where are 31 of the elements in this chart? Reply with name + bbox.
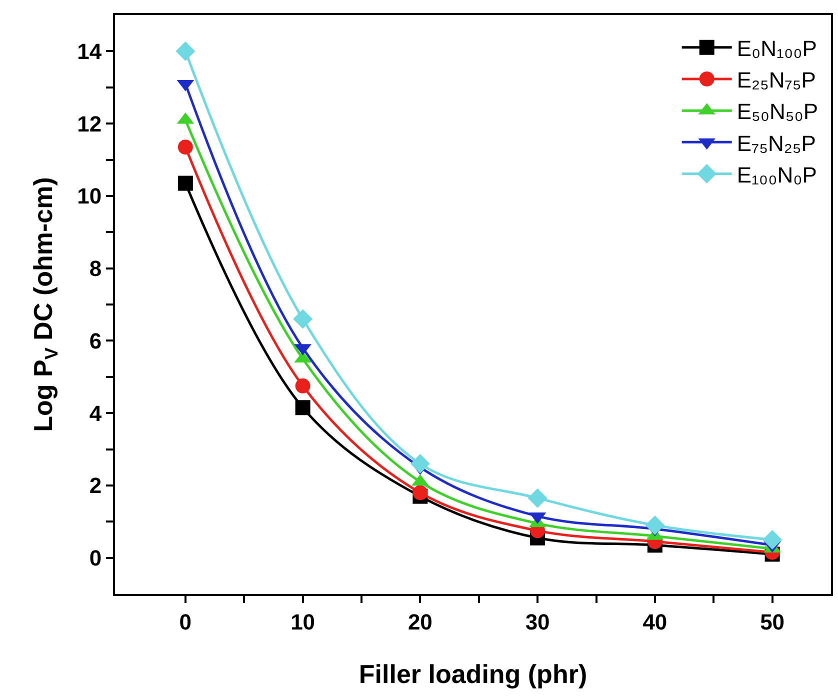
point: [295, 400, 310, 416]
point: [178, 176, 193, 191]
point: [410, 454, 430, 474]
x-tick-label: 10: [290, 609, 316, 634]
x-axis-title: Filler loading (phr): [358, 659, 588, 689]
legend-label: E₂₅N₇₅P: [736, 68, 816, 93]
y-tick-label: 0: [89, 546, 102, 571]
legend-label: E₇₅N₂₅P: [736, 130, 816, 156]
x-tick-label: 40: [642, 609, 668, 634]
legend-label: E₀N₁₀₀P: [736, 36, 817, 61]
y-tick-label: 14: [77, 38, 102, 64]
y-tick-label: 10: [77, 184, 102, 209]
x-tick-label: 20: [408, 609, 432, 634]
y-tick-label: 6: [89, 328, 102, 354]
point: [176, 41, 196, 61]
point: [178, 140, 193, 155]
x-tick-label: 0: [179, 609, 192, 634]
y-tick-label: 2: [89, 473, 102, 498]
point: [762, 530, 782, 550]
x-tick-label: 30: [525, 609, 550, 634]
point: [645, 515, 665, 535]
y-tick-label: 12: [77, 111, 102, 136]
point: [412, 485, 428, 500]
legend-label: E₅₀N₅₀P: [736, 99, 818, 124]
x-tick-label: 50: [760, 609, 785, 634]
legend-label: E₁₀₀N₀P: [736, 162, 817, 188]
y-tick-label: 4: [89, 400, 102, 426]
point: [528, 488, 548, 508]
y-tick-label: 8: [89, 256, 102, 282]
point: [293, 309, 313, 329]
point: [295, 378, 310, 394]
